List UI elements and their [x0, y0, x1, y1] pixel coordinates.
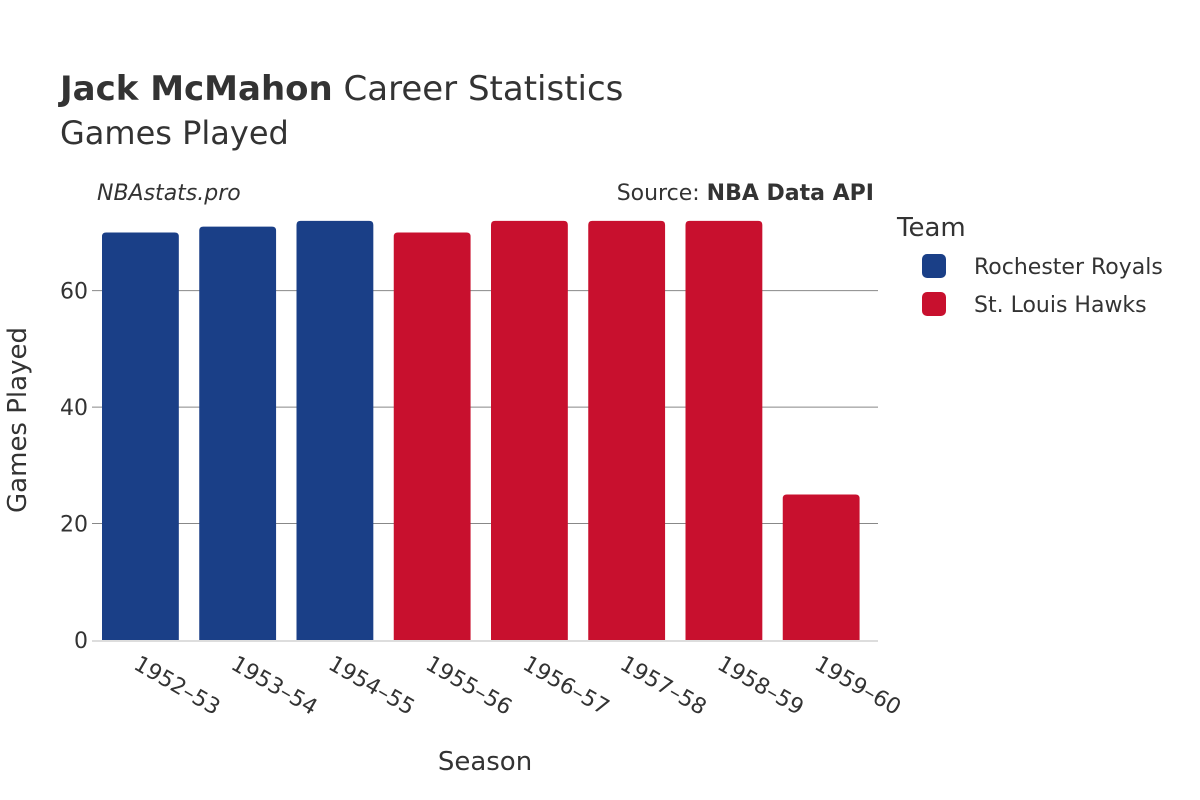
- x-tick-label: 1957–58: [616, 652, 711, 721]
- x-axis-title: Season: [438, 747, 532, 777]
- chart-subtitle: Games Played: [60, 114, 289, 152]
- x-tick-label: 1958–59: [713, 652, 808, 721]
- bar: [296, 220, 374, 641]
- bar: [199, 226, 277, 640]
- bar: [393, 232, 471, 640]
- legend-title: Team: [896, 213, 966, 243]
- x-tick-label: 1953–54: [227, 652, 322, 721]
- bar: [782, 494, 860, 640]
- x-tick-label: 1956–57: [518, 652, 613, 721]
- chart-title: Jack McMahon Career Statistics: [58, 69, 623, 109]
- bar: [491, 220, 568, 641]
- x-tick-label: 1959–60: [810, 652, 905, 721]
- y-axis-title: Games Played: [3, 327, 33, 513]
- x-tick-label: 1952–53: [129, 652, 224, 721]
- legend-items: Rochester Royals St. Louis Hawks: [922, 254, 1163, 318]
- legend-swatch: [922, 254, 946, 278]
- legend-swatch: [922, 292, 946, 316]
- bar: [588, 220, 666, 641]
- bar: [685, 220, 763, 641]
- source-prefix: Source:: [617, 181, 707, 206]
- y-tick-label: 40: [60, 396, 88, 421]
- bar: [102, 232, 179, 640]
- x-tick-label: 1955–56: [421, 652, 516, 721]
- chart-title-rest: Career Statistics: [333, 69, 624, 109]
- bars: [102, 220, 860, 641]
- chart-title-player: Jack McMahon: [58, 69, 333, 109]
- source-name: NBA Data API: [707, 181, 874, 206]
- watermark: NBAstats.pro: [97, 181, 241, 206]
- legend-label: Rochester Royals: [974, 255, 1163, 280]
- y-tick-label: 20: [60, 513, 88, 538]
- x-axis-ticks: 1952–53 1953–54 1954–55 1955–56 1956–57 1957–…: [129, 652, 905, 721]
- y-tick-label: 60: [60, 280, 88, 305]
- y-tick-label: 0: [74, 629, 88, 654]
- legend-label: St. Louis Hawks: [974, 293, 1147, 318]
- y-axis-ticks: 0 20 40 60: [60, 280, 88, 654]
- x-tick-label: 1954–55: [324, 652, 419, 721]
- source-credit: Source: NBA Data API: [617, 181, 874, 206]
- legend: Team Rochester Royals St. Louis Hawks: [896, 213, 1163, 318]
